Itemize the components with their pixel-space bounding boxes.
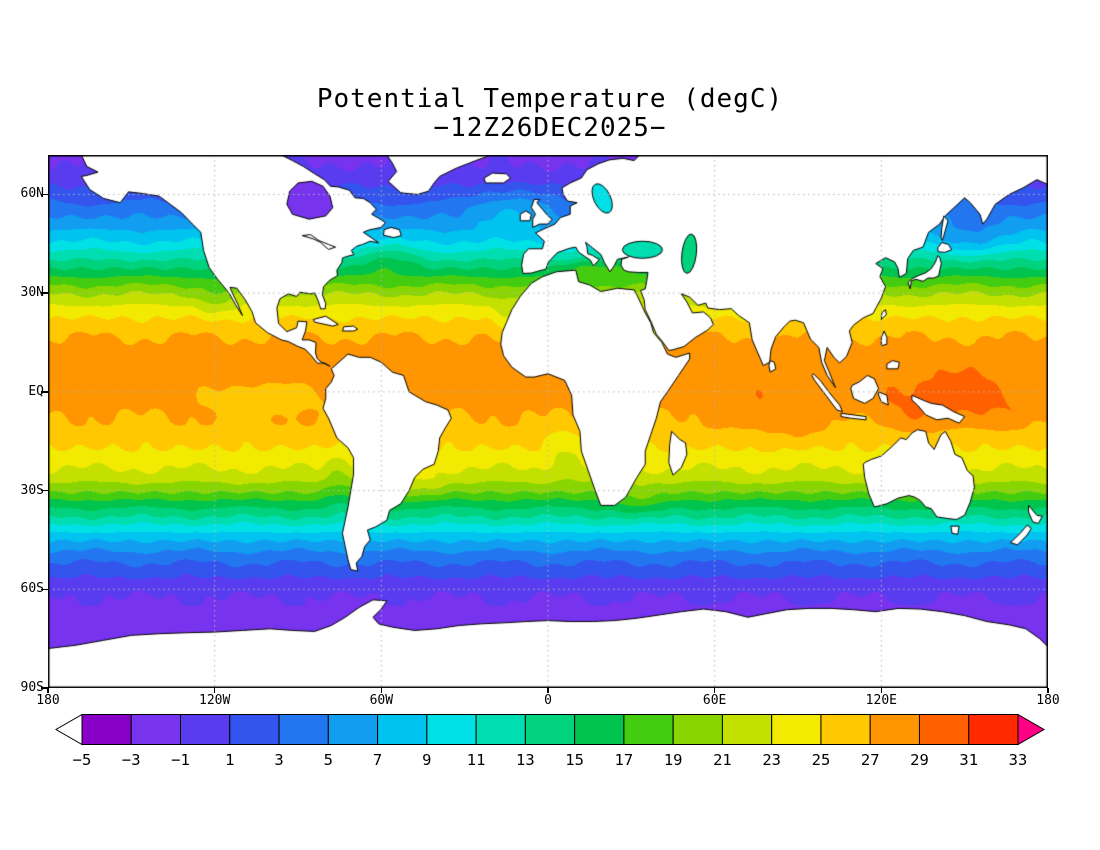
x-tick-mark bbox=[713, 688, 716, 693]
colorbar-tick-label: 1 bbox=[225, 751, 234, 769]
colorbar-tick-label: 23 bbox=[762, 751, 781, 769]
colorbar-tick-label: 13 bbox=[516, 751, 535, 769]
colorbar-segment bbox=[327, 714, 379, 745]
x-tick-label: 0 bbox=[544, 693, 552, 708]
colorbar-tick-label: 15 bbox=[565, 751, 584, 769]
colorbar-segment bbox=[377, 714, 428, 745]
colorbar-tick-label: 27 bbox=[861, 751, 880, 769]
colorbar-tick-label: 11 bbox=[467, 751, 486, 769]
y-tick-mark bbox=[41, 489, 48, 492]
y-tick-label: 90S bbox=[20, 680, 44, 695]
x-tick-mark bbox=[213, 688, 216, 693]
x-tick-label: 180 bbox=[1036, 693, 1060, 708]
y-tick-label: 60N bbox=[20, 186, 44, 202]
x-tick-mark bbox=[880, 688, 883, 693]
y-tick-mark bbox=[41, 391, 48, 393]
y-tick-mark bbox=[41, 687, 48, 689]
colorbar-tick-label: 29 bbox=[910, 751, 929, 769]
y-tick-label: 60S bbox=[20, 581, 44, 597]
colorbar-segment bbox=[672, 714, 723, 745]
colorbar-tick-label: 5 bbox=[324, 751, 333, 769]
colorbar-above-arrow bbox=[1017, 713, 1046, 746]
map-plot-area bbox=[48, 155, 1048, 688]
colorbar-segment bbox=[130, 714, 182, 745]
colorbar-segment bbox=[524, 714, 576, 745]
colorbar-segment bbox=[229, 714, 280, 745]
y-tick-mark bbox=[41, 588, 48, 591]
colorbar-tick-label: 31 bbox=[959, 751, 978, 769]
colorbar-tick-label: 19 bbox=[664, 751, 683, 769]
colorbar-segment bbox=[623, 714, 674, 745]
x-tick-label: 120W bbox=[199, 693, 231, 708]
x-tick-mark bbox=[47, 688, 49, 693]
colorbar-tick-label: 7 bbox=[373, 751, 382, 769]
colorbar-segment bbox=[278, 714, 329, 745]
x-tick-label: 120E bbox=[865, 693, 897, 708]
x-tick-label: 60W bbox=[369, 693, 394, 708]
y-tick-label: 30S bbox=[20, 482, 44, 498]
chart-title: Potential Temperature (degC) bbox=[316, 84, 784, 114]
colorbar-tick-label: 21 bbox=[713, 751, 732, 769]
colorbar-segment bbox=[426, 714, 477, 745]
colorbar-segment bbox=[574, 714, 625, 745]
x-tick-mark bbox=[380, 688, 383, 693]
colorbar-tick-label: 3 bbox=[274, 751, 283, 769]
colorbar-tick-label: 17 bbox=[615, 751, 634, 769]
colorbar: −5 −3 −1 1 3 5 7 9 11 13 15 17 19 21 23 25 27 29 31 33 bbox=[54, 713, 1046, 772]
colorbar-tick-label: −1 bbox=[171, 751, 190, 769]
colorbar-tick-label: 33 bbox=[1009, 751, 1028, 769]
colorbar-segment bbox=[475, 714, 526, 745]
y-tick-mark bbox=[41, 292, 48, 294]
x-tick-mark bbox=[547, 688, 549, 693]
colorbar-segment bbox=[81, 714, 132, 745]
x-tick-label: 180 bbox=[36, 693, 60, 708]
colorbar-segment bbox=[968, 714, 1019, 745]
colorbar-segment bbox=[180, 714, 231, 745]
colorbar-below-arrow bbox=[54, 713, 83, 746]
colorbar-tick-label: −3 bbox=[122, 751, 141, 769]
x-tick-label: 60E bbox=[702, 693, 727, 708]
y-tick-label: EQ bbox=[28, 383, 44, 399]
colorbar-segment bbox=[721, 714, 773, 745]
colorbar-tick-label: −5 bbox=[73, 751, 92, 769]
y-tick-label: 30N bbox=[20, 285, 44, 301]
colorbar-svg: −5 −3 −1 1 3 5 7 9 11 13 15 17 19 21 23 25 27 29 31 33 bbox=[54, 713, 1046, 769]
colorbar-tick-label: 25 bbox=[812, 751, 831, 769]
map-canvas bbox=[48, 155, 1048, 688]
colorbar-segment bbox=[820, 714, 871, 745]
x-tick-mark bbox=[1047, 688, 1049, 693]
colorbar-segment bbox=[771, 714, 822, 745]
colorbar-tick-label: 9 bbox=[422, 751, 431, 769]
colorbar-segment bbox=[918, 714, 970, 745]
colorbar-segment bbox=[869, 714, 920, 745]
y-tick-mark bbox=[41, 193, 48, 196]
chart-subtitle: −12Z26DEC2025− bbox=[433, 113, 667, 143]
